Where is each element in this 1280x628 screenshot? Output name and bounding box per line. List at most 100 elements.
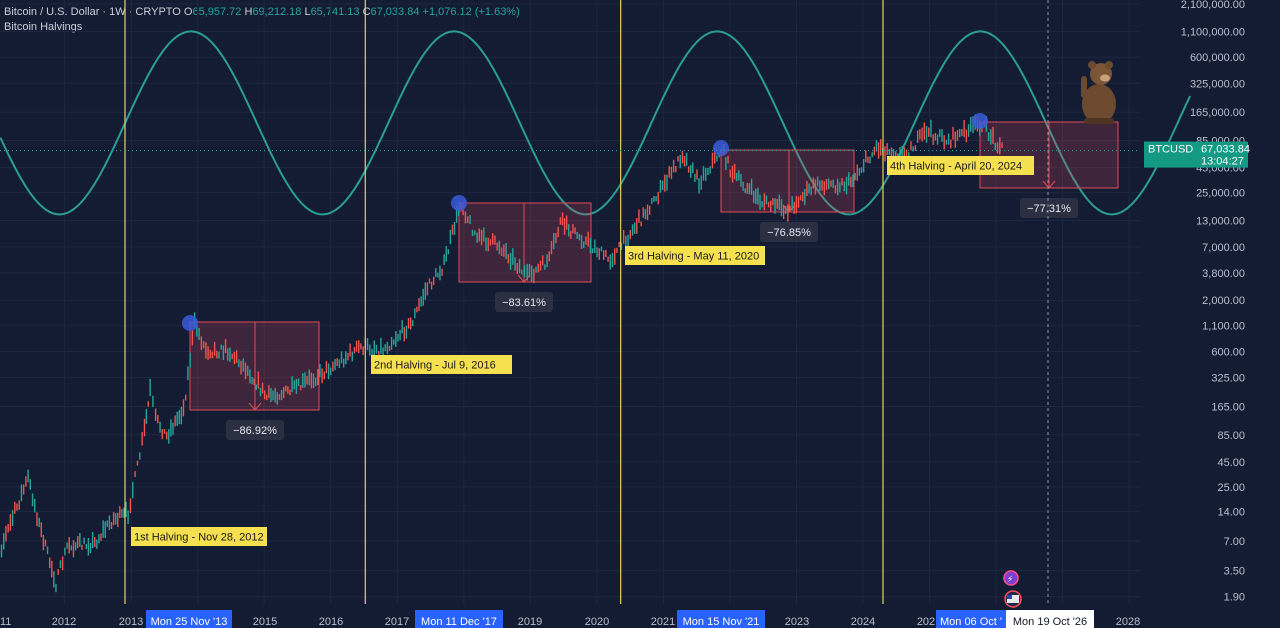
price-candles xyxy=(0,114,1003,593)
bear-sticker xyxy=(1081,61,1116,124)
us-flag-stripes xyxy=(1007,595,1019,603)
time-axis-label: 2016 xyxy=(319,616,343,628)
price-axis-label: 7,000.00 xyxy=(1202,242,1245,254)
halving-label-bg xyxy=(887,156,1034,175)
halving-lines: 1st Halving - Nov 28, 2012 2nd Halving - … xyxy=(124,0,1034,604)
price-axis-label: 2,100,000.00 xyxy=(1181,0,1245,11)
price-axis-label: 85.00 xyxy=(1217,430,1245,442)
grid xyxy=(0,0,1140,604)
halving-label: 1st Halving - Nov 28, 2012 xyxy=(134,532,264,544)
price-axis-label: 25,000.00 xyxy=(1196,188,1245,200)
time-axis-label: 2028 xyxy=(1116,616,1140,628)
drawdown-arrowhead xyxy=(1042,180,1056,189)
price-axis-label: 1.90 xyxy=(1224,592,1245,604)
time-axis-label: 2023 xyxy=(785,616,809,628)
drawdown-label: −83.61% xyxy=(502,297,546,309)
us-flag-canton xyxy=(1007,595,1012,599)
price-axis-label: 165.00 xyxy=(1211,402,1245,414)
high-label: H xyxy=(244,6,253,18)
cycle-peak-marker[interactable] xyxy=(713,140,729,156)
time-highlight-box xyxy=(677,610,765,628)
price-axis-label: 1,100,000.00 xyxy=(1181,26,1245,38)
price-axis-label: 3.50 xyxy=(1224,566,1245,578)
halving-label-bg xyxy=(371,355,512,374)
price-axis-label: 45.00 xyxy=(1217,457,1245,469)
time-highlight-label: Mon 11 Dec '17 xyxy=(421,616,497,628)
time-axis-label: 2017 xyxy=(385,616,409,628)
low-value: 65,741.13 xyxy=(310,6,360,18)
bear-ear xyxy=(1105,61,1113,69)
drawdown-label-bg xyxy=(760,222,818,242)
lightning-icon[interactable] xyxy=(1003,570,1019,586)
drawdown-label: −86.92% xyxy=(233,425,277,437)
price-axis-label: 14.00 xyxy=(1217,507,1245,519)
time-highlight-label: Mon 06 Oct ' xyxy=(940,616,1002,628)
halving-label: 4th Halving - April 20, 2024 xyxy=(890,161,1022,173)
time-axis-label: 2013 xyxy=(119,616,143,628)
open-value: 65,957.72 xyxy=(192,6,242,18)
price-axis-label: 25.00 xyxy=(1217,482,1245,494)
bear-feet xyxy=(1084,118,1114,124)
time-highlight-box xyxy=(415,610,503,628)
drawdown-arrowhead xyxy=(782,204,796,213)
price-axis-label: 325.00 xyxy=(1211,373,1245,385)
time-highlight-label: Mon 19 Oct '26 xyxy=(1013,616,1087,628)
time-highlight-label: Mon 25 Nov '13 xyxy=(151,616,228,628)
time-highlight-box xyxy=(936,610,1006,628)
bear-ear xyxy=(1088,61,1096,69)
price-axis-label: 3,800.00 xyxy=(1202,268,1245,280)
price-axis-label: 600,000.00 xyxy=(1190,52,1245,64)
time-axis-label: 2021 xyxy=(651,616,675,628)
halving-label-bg xyxy=(625,246,765,265)
open-label: O xyxy=(183,6,193,18)
drawdown-arrowhead xyxy=(517,274,531,283)
price-axis-label: 325,000.00 xyxy=(1190,78,1245,90)
time-axis-label: 2020 xyxy=(585,616,609,628)
cycle-peak-marker[interactable] xyxy=(451,195,467,211)
price-axis-label: 13,000.00 xyxy=(1196,215,1245,227)
close-value: 67,033.84 xyxy=(370,6,420,18)
cycle-peak-marker[interactable] xyxy=(972,113,988,129)
price-axis: 2,100,000.00 1,100,000.00 600,000.00 325,00… xyxy=(1144,0,1250,604)
drawdown-label: −76.85% xyxy=(767,227,811,239)
drawdown-arrowhead xyxy=(248,402,262,411)
lightning-glyph: ⚡ xyxy=(1007,575,1013,585)
price-axis-label: 165,000.00 xyxy=(1190,107,1245,119)
event-icons: ⚡ xyxy=(1003,570,1022,608)
time-axis: 11 2012 2013 2015 2016 2017 2019 2020 2021 2023 20… xyxy=(0,610,1140,628)
halving-label: 3rd Halving - May 11, 2020 xyxy=(628,251,759,263)
time-highlight-box xyxy=(146,610,232,628)
drawdown-label-bg xyxy=(495,292,553,312)
price-axis-label: 2,000.00 xyxy=(1202,295,1245,307)
time-highlight-box xyxy=(1006,610,1094,628)
drawdown-box[interactable] xyxy=(720,149,855,213)
low-label: L xyxy=(304,6,311,18)
time-axis-label: 2015 xyxy=(253,616,277,628)
time-highlight-label: Mon 15 Nov '21 xyxy=(683,616,760,628)
cycle-wave-line xyxy=(0,30,1192,216)
drawdown-label-bg xyxy=(226,420,284,440)
last-price-box xyxy=(1198,141,1248,168)
time-axis-label: 202 xyxy=(917,616,935,628)
symbol-title[interactable]: Bitcoin / U.S. Dollar · 1W · CRYPTO xyxy=(4,6,181,18)
time-axis-label: 2024 xyxy=(851,616,875,628)
indicator-title[interactable]: Bitcoin Halvings xyxy=(4,21,83,33)
time-axis-label: 2012 xyxy=(52,616,76,628)
symbol-tag-box xyxy=(1144,141,1192,155)
change-value: +1,076.12 (+1.63%) xyxy=(422,6,520,18)
cycle-peak-marker[interactable] xyxy=(182,315,198,331)
price-axis-label: 7.00 xyxy=(1224,536,1245,548)
close-label: C xyxy=(362,6,371,18)
time-axis-label: 11 xyxy=(0,616,11,628)
bear-arm xyxy=(1081,76,1087,98)
symbol-tag: BTCUSD xyxy=(1148,144,1193,156)
countdown-label: 13:04:27 xyxy=(1201,156,1244,168)
drawdown-label-bg xyxy=(1020,198,1078,218)
bear-body xyxy=(1082,84,1116,124)
time-axis-label: 2019 xyxy=(518,616,542,628)
drawdown-label: −77.31% xyxy=(1027,203,1071,215)
halving-label: 2nd Halving - Jul 9, 2016 xyxy=(374,360,496,372)
last-price-label: 67,033.84 xyxy=(1201,144,1250,156)
bear-snout xyxy=(1100,74,1110,82)
